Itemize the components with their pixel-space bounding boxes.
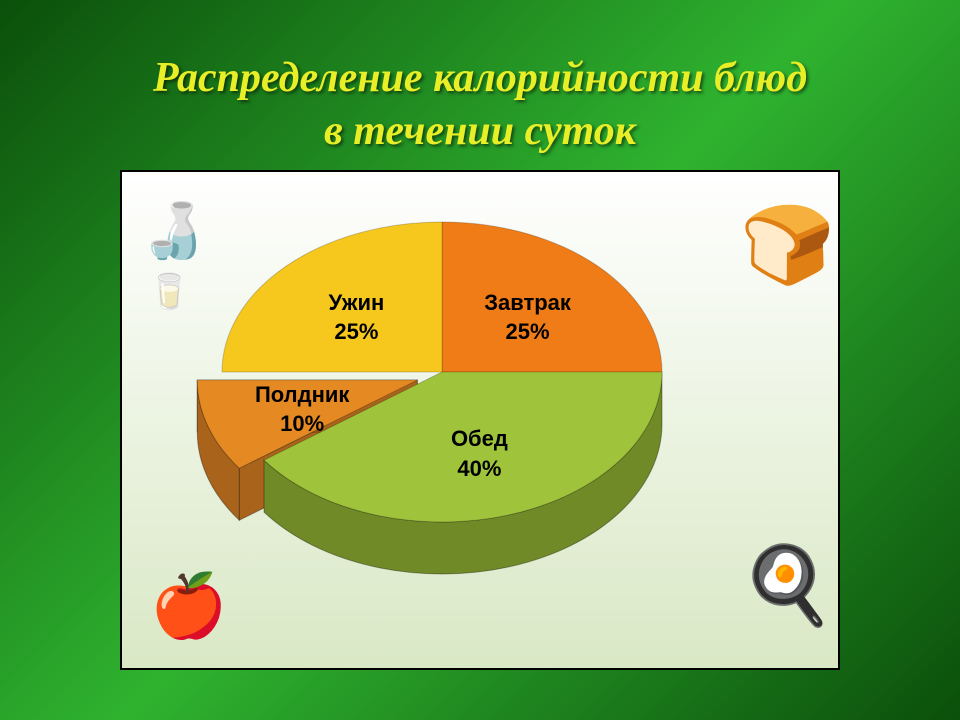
slice-value: 25% — [506, 319, 550, 344]
pie-label-1: Обед 40% — [429, 424, 529, 483]
slice-name: Обед — [451, 426, 508, 451]
slice-value: 40% — [457, 456, 501, 481]
slice-value: 25% — [334, 319, 378, 344]
pie-label-0: Завтрак 25% — [478, 288, 578, 347]
slide: Распределение калорийности блюд в течени… — [0, 0, 960, 720]
chart-panel: Завтрак 25% Обед 40% Полдник 10% Ужин 25% — [120, 170, 840, 670]
slice-value: 10% — [280, 411, 324, 436]
fruits-icon: 🍎 — [150, 570, 227, 643]
jug-icon: 🍶 — [140, 200, 207, 263]
slice-name: Ужин — [329, 290, 385, 315]
bread-icon: 🍞 — [740, 200, 835, 290]
slice-name: Полдник — [255, 382, 349, 407]
pie-label-3: Ужин 25% — [306, 288, 406, 347]
pie-label-2: Полдник 10% — [252, 380, 352, 439]
grill-icon: 🍳 — [740, 540, 835, 630]
slice-name: Завтрак — [484, 290, 571, 315]
cup-icon: 🥛 — [148, 272, 190, 312]
